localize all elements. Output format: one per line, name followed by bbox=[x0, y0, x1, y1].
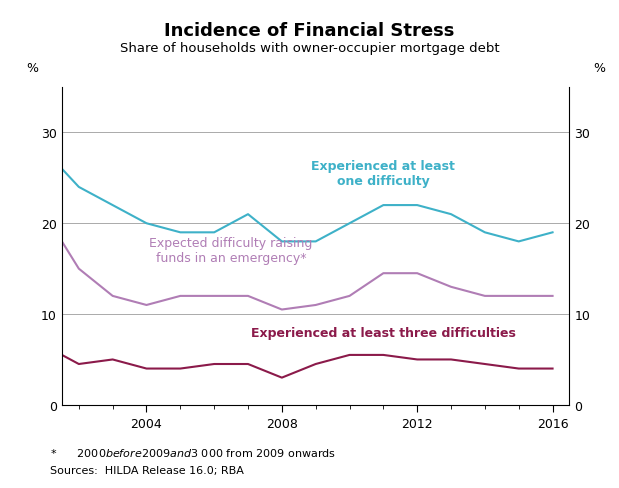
Text: Experienced at least three difficulties: Experienced at least three difficulties bbox=[251, 326, 516, 339]
Text: %: % bbox=[593, 62, 605, 75]
Text: Expected difficulty raising
funds in an emergency*: Expected difficulty raising funds in an … bbox=[149, 237, 313, 265]
Text: Experienced at least
one difficulty: Experienced at least one difficulty bbox=[311, 160, 456, 188]
Text: *      $2 000 before 2009 and $3 000 from 2009 onwards: * $2 000 before 2009 and $3 000 from 200… bbox=[50, 447, 335, 459]
Text: Sources:  HILDA Release 16.0; RBA: Sources: HILDA Release 16.0; RBA bbox=[50, 465, 243, 474]
Text: Share of households with owner-occupier mortgage debt: Share of households with owner-occupier … bbox=[119, 41, 500, 55]
Text: %: % bbox=[27, 62, 38, 75]
Text: Incidence of Financial Stress: Incidence of Financial Stress bbox=[164, 22, 455, 40]
